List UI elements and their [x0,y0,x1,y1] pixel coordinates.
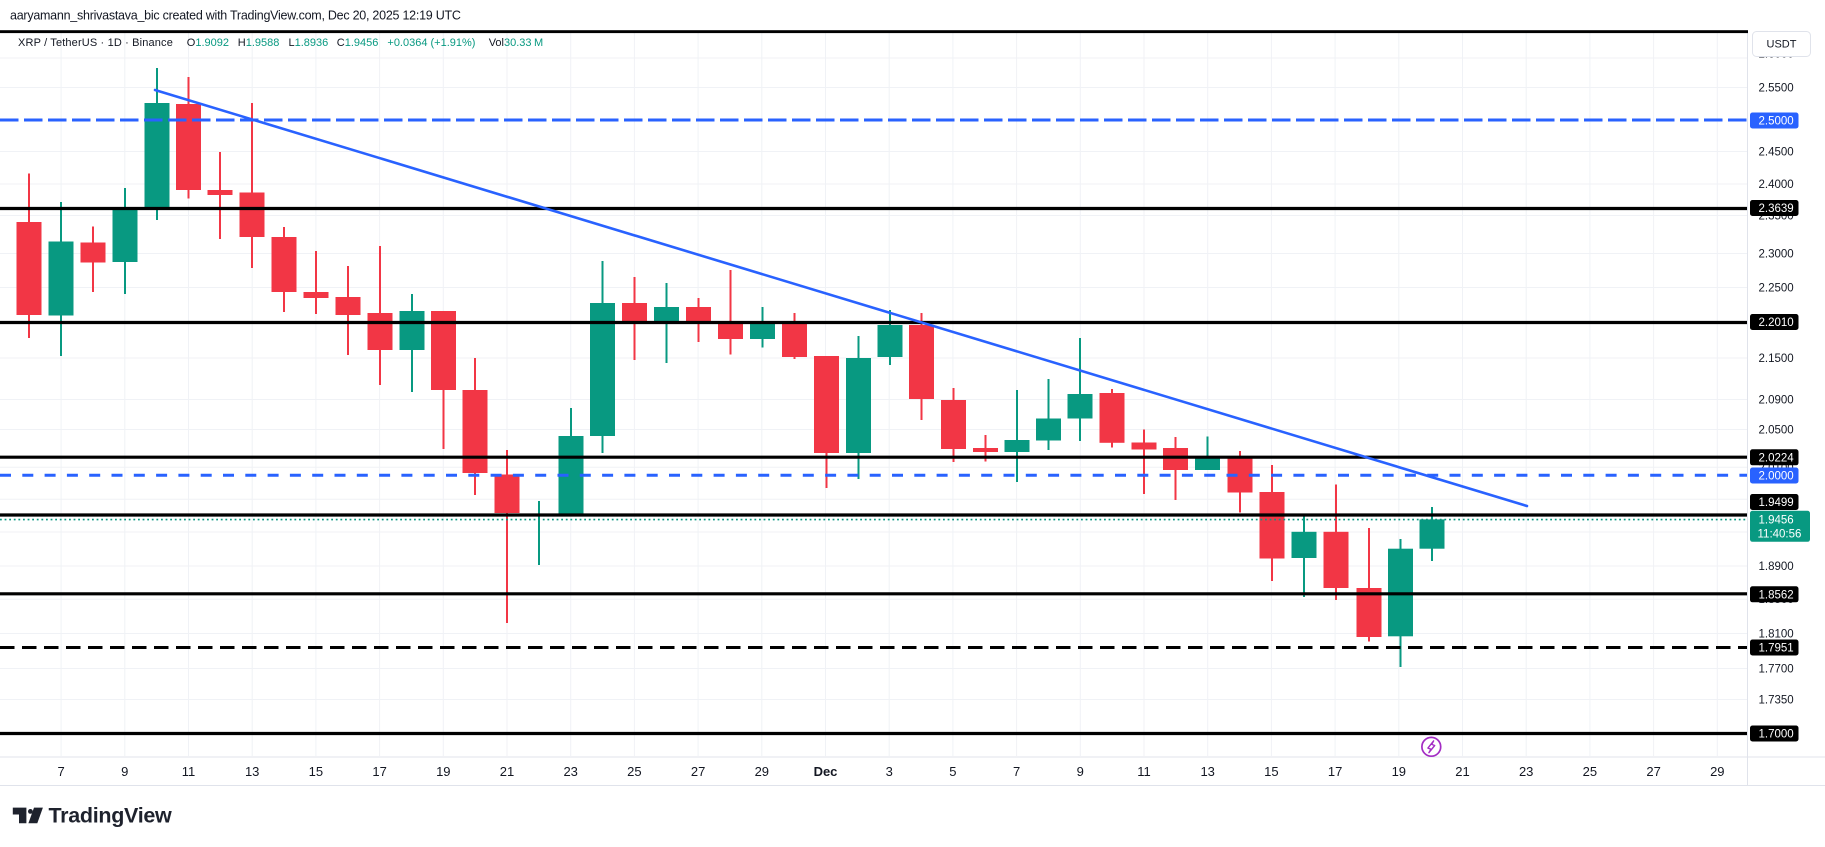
svg-text:2.5000: 2.5000 [1759,116,1794,128]
svg-text:19: 19 [1392,764,1406,779]
svg-text:11:40:56: 11:40:56 [1758,529,1802,541]
svg-text:29: 29 [1710,764,1724,779]
svg-text:15: 15 [1264,764,1278,779]
svg-text:19: 19 [436,764,450,779]
svg-text:7: 7 [1013,764,1020,779]
svg-text:5: 5 [949,764,956,779]
svg-text:aaryamann_shrivastava_bic crea: aaryamann_shrivastava_bic created with T… [10,9,461,23]
svg-text:1.8562: 1.8562 [1759,589,1794,601]
svg-text:2.2010: 2.2010 [1759,317,1794,329]
svg-text:21: 21 [500,764,514,779]
svg-text:29: 29 [755,764,769,779]
svg-text:23: 23 [1519,764,1533,779]
svg-text:23: 23 [563,764,577,779]
svg-text:2.4500: 2.4500 [1759,147,1794,159]
svg-text:2.3639: 2.3639 [1759,203,1794,215]
svg-text:27: 27 [691,764,705,779]
svg-text:7: 7 [57,764,64,779]
svg-text:1.7951: 1.7951 [1759,643,1794,655]
svg-text:2.0900: 2.0900 [1759,395,1794,407]
svg-text:1.9456: 1.9456 [1759,515,1794,527]
svg-text:2.0224: 2.0224 [1759,452,1795,464]
svg-text:2.0000: 2.0000 [1759,471,1794,483]
svg-text:1.7350: 1.7350 [1759,695,1794,707]
svg-text:11: 11 [1137,764,1151,779]
svg-text:3: 3 [886,764,893,779]
svg-text:2.3000: 2.3000 [1759,249,1794,261]
svg-text:TradingView: TradingView [49,804,173,828]
svg-text:2.2500: 2.2500 [1759,283,1794,295]
svg-text:2.1500: 2.1500 [1759,353,1794,365]
svg-text:9: 9 [1077,764,1084,779]
svg-text:1.8900: 1.8900 [1759,561,1794,573]
svg-text:25: 25 [627,764,641,779]
svg-text:25: 25 [1583,764,1597,779]
svg-text:17: 17 [1328,764,1342,779]
svg-text:1.8100: 1.8100 [1759,629,1794,641]
svg-text:13: 13 [1200,764,1214,779]
svg-text:13: 13 [245,764,259,779]
svg-text:2.5500: 2.5500 [1759,83,1794,95]
svg-text:1.7700: 1.7700 [1759,664,1794,676]
svg-text:1.7000: 1.7000 [1759,729,1794,741]
svg-text:2.4000: 2.4000 [1759,179,1794,191]
svg-text:USDT: USDT [1767,39,1797,51]
svg-text:1.9499: 1.9499 [1759,497,1794,509]
svg-text:11: 11 [182,764,196,779]
svg-text:Dec: Dec [814,764,838,779]
svg-text:9: 9 [121,764,128,779]
svg-text:21: 21 [1455,764,1469,779]
svg-text:15: 15 [309,764,323,779]
svg-text:27: 27 [1646,764,1660,779]
svg-text:17: 17 [372,764,386,779]
svg-text:2.0500: 2.0500 [1759,425,1794,437]
